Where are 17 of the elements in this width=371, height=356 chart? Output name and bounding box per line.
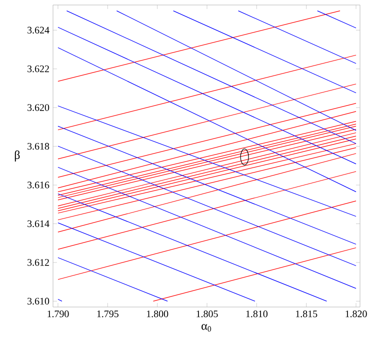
x-tick-label: 1.795 xyxy=(97,310,118,318)
x-tick-label: 1.820 xyxy=(346,310,367,318)
y-tick-label: 3.612 xyxy=(28,259,49,266)
x-axis-title: α$_{0}$ xyxy=(202,324,212,332)
y-tick-label: 3.620 xyxy=(28,104,50,111)
y-tick-label: 3.614 xyxy=(28,220,50,228)
x-tick-label: 1.815 xyxy=(296,310,318,318)
y-tick-label: 3.622 xyxy=(28,66,49,72)
x-tick-label: 1.790 xyxy=(48,310,69,318)
x-tick-label: 1.800 xyxy=(146,310,168,318)
y-tick-label: 3.616 xyxy=(28,182,50,188)
y-axis-title: β xyxy=(14,150,20,162)
y-tick-label: 3.618 xyxy=(28,142,50,150)
x-tick-label: 1.805 xyxy=(196,310,218,318)
y-tick-label: 3.610 xyxy=(28,298,50,305)
y-tick-label: 3.624 xyxy=(28,26,50,34)
x-tick-label: 1.810 xyxy=(246,310,268,318)
